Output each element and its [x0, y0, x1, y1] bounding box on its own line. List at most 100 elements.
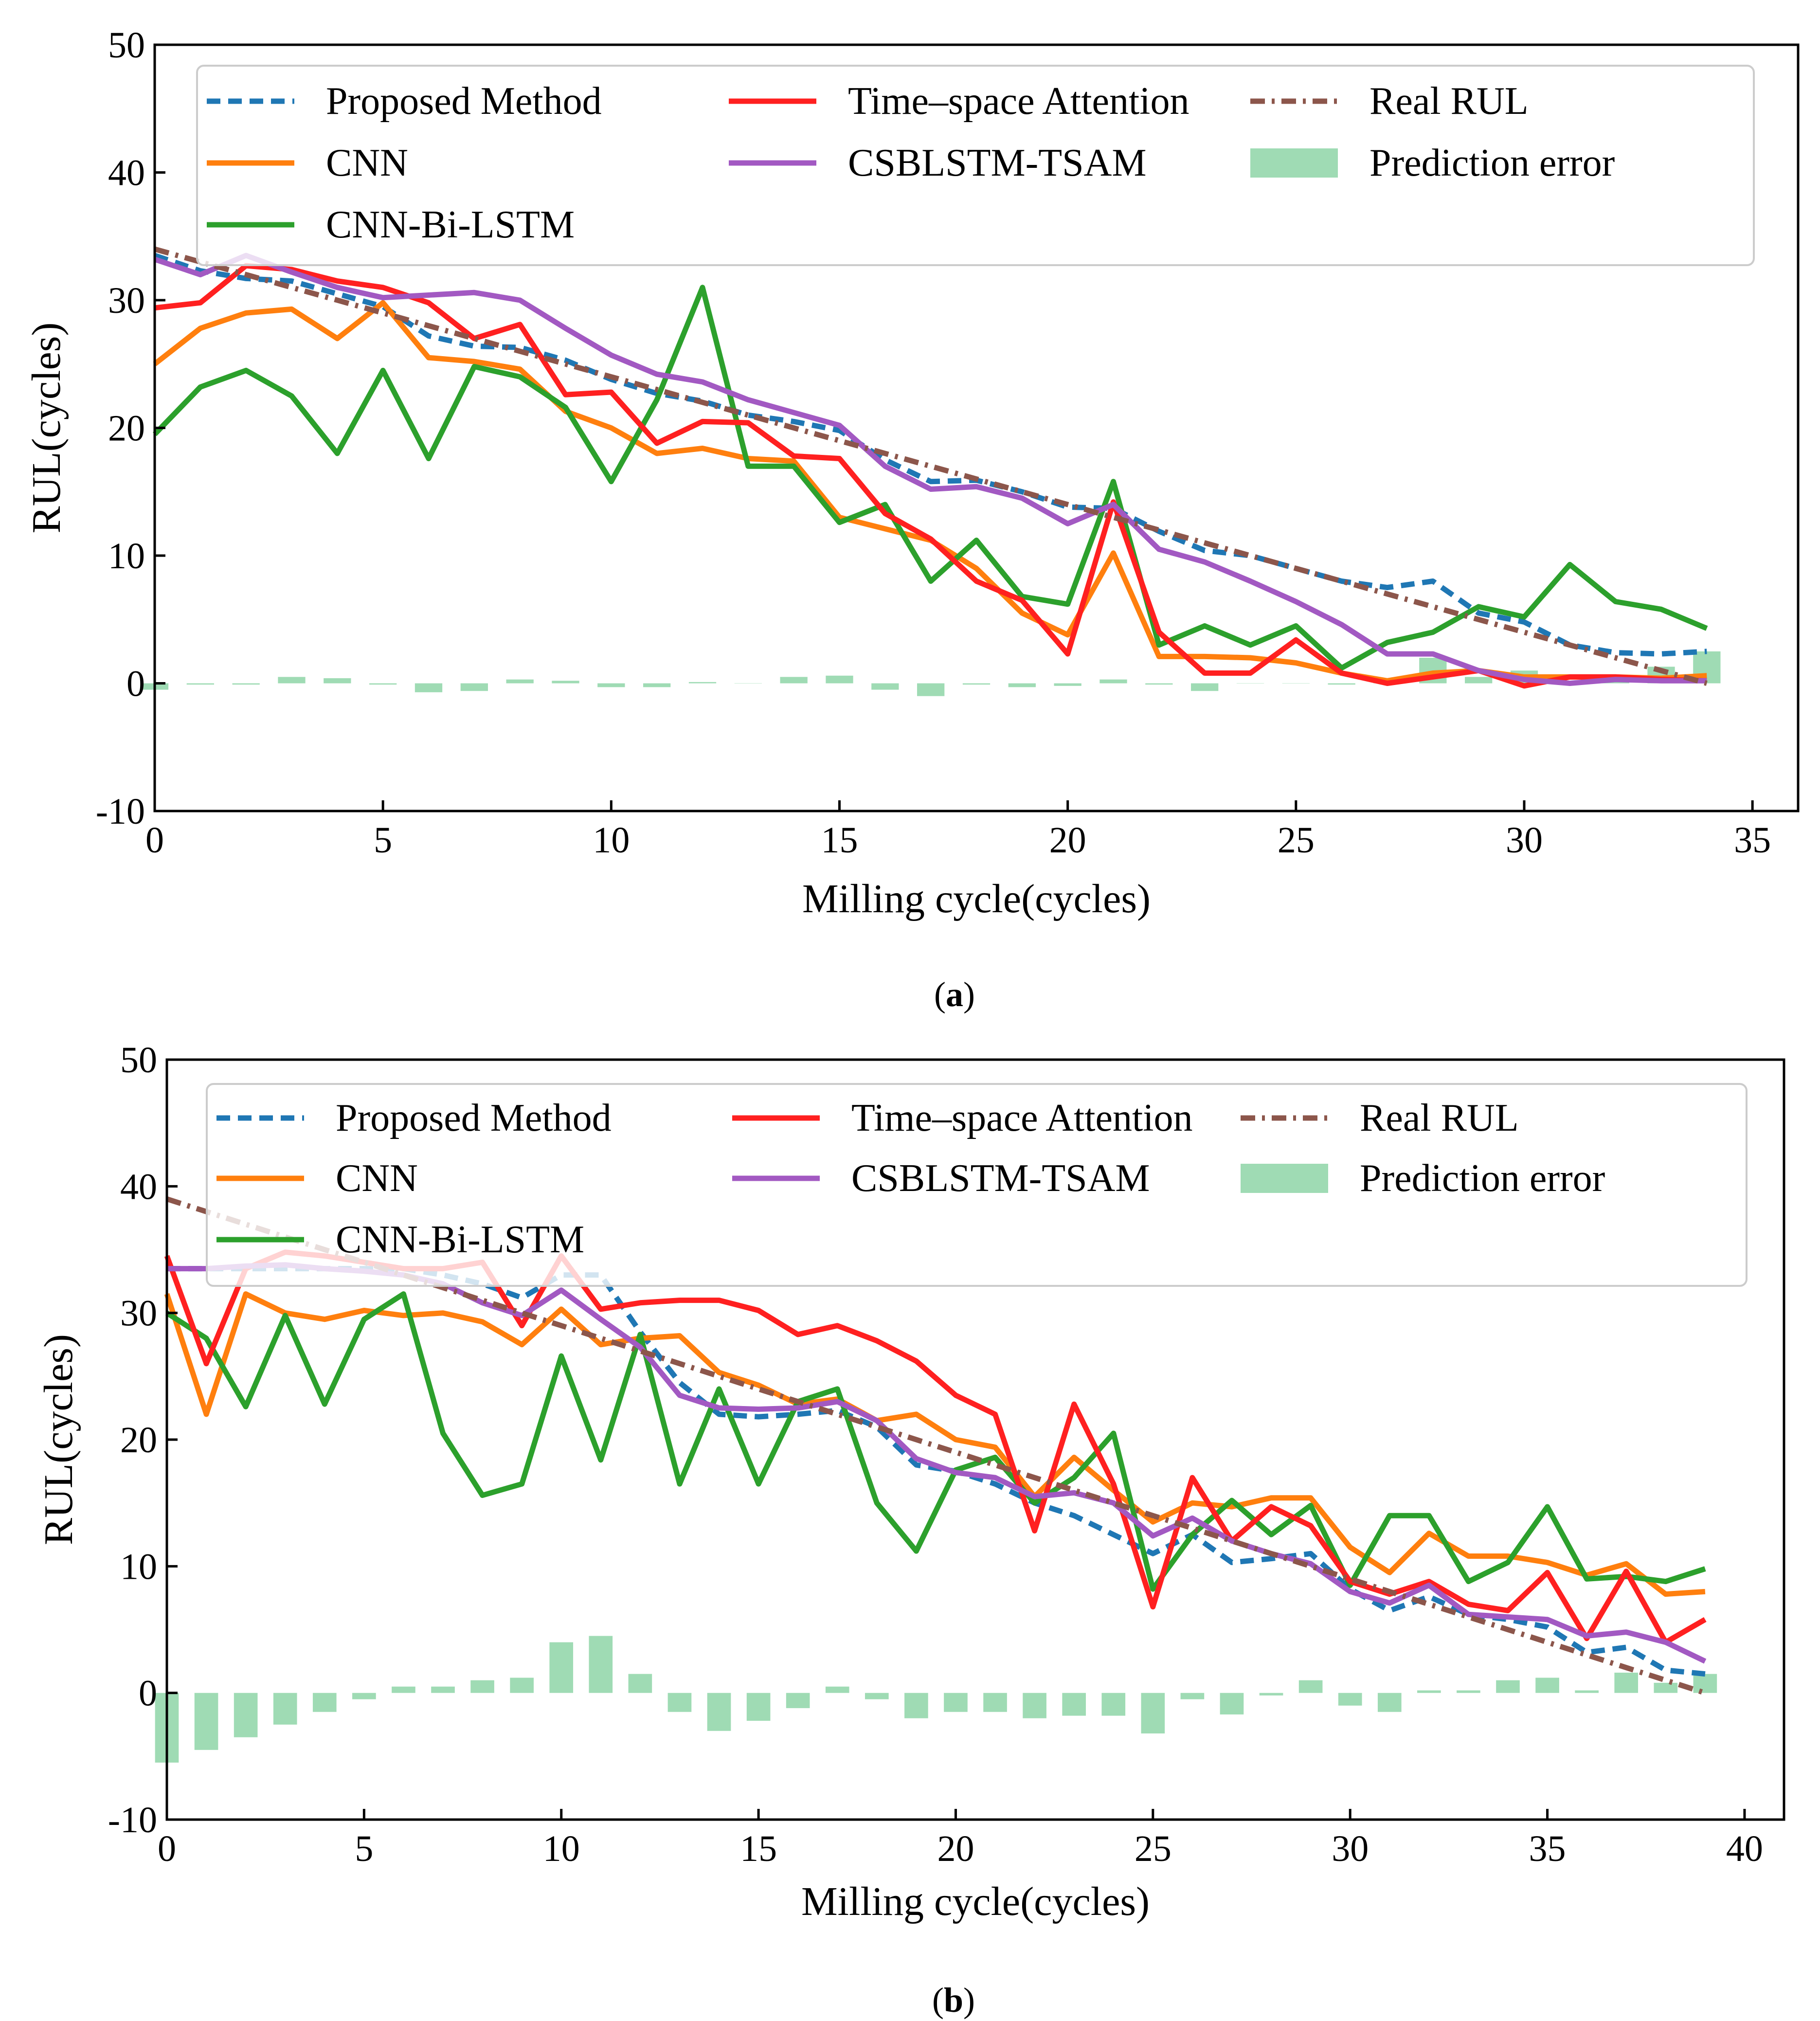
y-tick-label: 0 — [139, 1673, 157, 1714]
legend-label: Proposed Method — [326, 80, 602, 123]
caption-open-paren: ( — [932, 1981, 944, 2020]
prediction-error-bar — [1614, 1673, 1639, 1693]
y-axis-label: RUL(cycles) — [24, 323, 69, 534]
legend-label: Real RUL — [1360, 1097, 1519, 1139]
caption-open-paren: ( — [934, 975, 946, 1014]
prediction-error-bar — [552, 681, 579, 684]
legend-label: Time–space Attention — [848, 80, 1189, 123]
caption-close-paren: ) — [963, 1981, 975, 2020]
prediction-error-bar — [352, 1693, 376, 1699]
prediction-error-bar — [707, 1693, 731, 1731]
legend-item: Proposed Method — [207, 80, 602, 123]
prediction-error-bar — [1377, 1693, 1402, 1712]
panel-caption: (b) — [932, 1981, 975, 2020]
legend-label: Prediction error — [1360, 1157, 1605, 1200]
x-axis-label: Milling cycle(cycles) — [802, 876, 1151, 921]
legend-label: CNN-Bi-LSTM — [336, 1218, 584, 1261]
x-axis-label: Milling cycle(cycles) — [801, 1879, 1150, 1924]
prediction-error-bar — [1535, 1678, 1559, 1693]
prediction-error-bar — [865, 1693, 889, 1699]
prediction-error-bar — [1338, 1693, 1362, 1706]
prediction-error-bar — [826, 675, 853, 684]
series-line-csblstm — [167, 1262, 1707, 1664]
prediction-error-bar — [470, 1680, 494, 1693]
legend-item: CNN — [207, 142, 408, 184]
prediction-error-bar — [369, 683, 397, 685]
legend-item: Proposed Method — [216, 1097, 612, 1139]
series-line-csblstm — [154, 253, 1707, 686]
y-tick-label: 40 — [120, 1166, 157, 1207]
prediction-error-bar — [1145, 683, 1173, 685]
x-tick-label: 20 — [937, 1828, 974, 1869]
prediction-error-bar — [414, 683, 443, 692]
series-line-cnn — [164, 1291, 1706, 1597]
prediction-error-bar — [510, 1678, 534, 1693]
y-axis-label: RUL(cycles) — [36, 1334, 81, 1545]
prediction-error-bar — [667, 1693, 692, 1712]
prediction-error-bar — [324, 678, 351, 684]
prediction-error-bar — [746, 1693, 771, 1721]
legend-label: Proposed Method — [336, 1097, 612, 1139]
panel-caption: (a) — [934, 975, 975, 1014]
y-tick-label: 50 — [120, 1040, 157, 1081]
prediction-error-bar — [1328, 683, 1355, 685]
legend-item: CNN — [216, 1157, 418, 1200]
legend-label: Prediction error — [1370, 142, 1615, 184]
prediction-error-bar — [944, 1693, 968, 1712]
legend-swatch-error — [1250, 148, 1338, 178]
prediction-error-bar — [1457, 1690, 1480, 1693]
prediction-error-bar — [780, 677, 808, 684]
series-line-cnn_bilstm — [165, 1291, 1706, 1592]
series-line-time_space — [154, 263, 1707, 689]
x-tick-label: 30 — [1506, 820, 1543, 861]
caption-letter: a — [946, 975, 963, 1014]
prediction-error-bar — [234, 1693, 258, 1737]
prediction-error-bar — [1191, 683, 1219, 691]
prediction-error-bar — [1417, 1690, 1441, 1693]
legend-item: CNN-Bi-LSTM — [216, 1218, 584, 1261]
series-line-real — [166, 1196, 1706, 1696]
prediction-error-bar — [904, 1693, 928, 1718]
y-tick-label: 30 — [120, 1293, 157, 1334]
prediction-error-bar — [392, 1686, 415, 1693]
x-tick-label: 30 — [1332, 1828, 1369, 1869]
prediction-error-bar — [1259, 1693, 1283, 1696]
caption-close-paren: ) — [963, 975, 975, 1014]
prediction-error-bar — [688, 682, 717, 684]
legend-item: CSBLSTM-TSAM — [729, 142, 1146, 184]
legend-item: Prediction error — [1250, 142, 1615, 184]
legend-label: Real RUL — [1370, 80, 1529, 123]
y-tick-label: -10 — [96, 791, 145, 832]
prediction-error-bar — [278, 677, 306, 684]
x-tick-label: 25 — [1135, 1828, 1171, 1869]
y-tick-label: 40 — [108, 153, 145, 194]
prediction-error-bar — [825, 1686, 849, 1693]
x-tick-label: 5 — [355, 1828, 373, 1869]
prediction-error-bar — [1054, 683, 1081, 686]
x-tick-label: 5 — [374, 820, 392, 861]
y-tick-label: 20 — [108, 408, 145, 449]
y-tick-label: 50 — [108, 25, 145, 66]
legend-item: Real RUL — [1241, 1097, 1519, 1139]
prediction-error-bar — [1693, 1674, 1717, 1693]
legend-label: CSBLSTM-TSAM — [848, 142, 1146, 184]
prediction-error-bar — [312, 1693, 337, 1712]
series-line-time_space — [164, 1249, 1707, 1645]
x-tick-label: 0 — [158, 1828, 176, 1869]
y-tick-label: 0 — [126, 664, 145, 704]
prediction-error-bar — [597, 683, 625, 687]
caption-letter: b — [944, 1981, 963, 2020]
prediction-error-bar — [549, 1642, 574, 1693]
x-tick-label: 35 — [1529, 1828, 1566, 1869]
prediction-error-bar — [186, 683, 214, 685]
x-tick-label: 15 — [821, 820, 858, 861]
prediction-error-bar — [460, 683, 488, 691]
prediction-error-bar — [1101, 1693, 1126, 1716]
prediction-error-bar — [1023, 1693, 1046, 1718]
prediction-error-bar — [871, 683, 899, 690]
x-tick-label: 0 — [145, 820, 164, 861]
prediction-error-bar — [1008, 683, 1036, 687]
legend: Proposed Method Time–space Attention Real … — [196, 65, 1755, 266]
